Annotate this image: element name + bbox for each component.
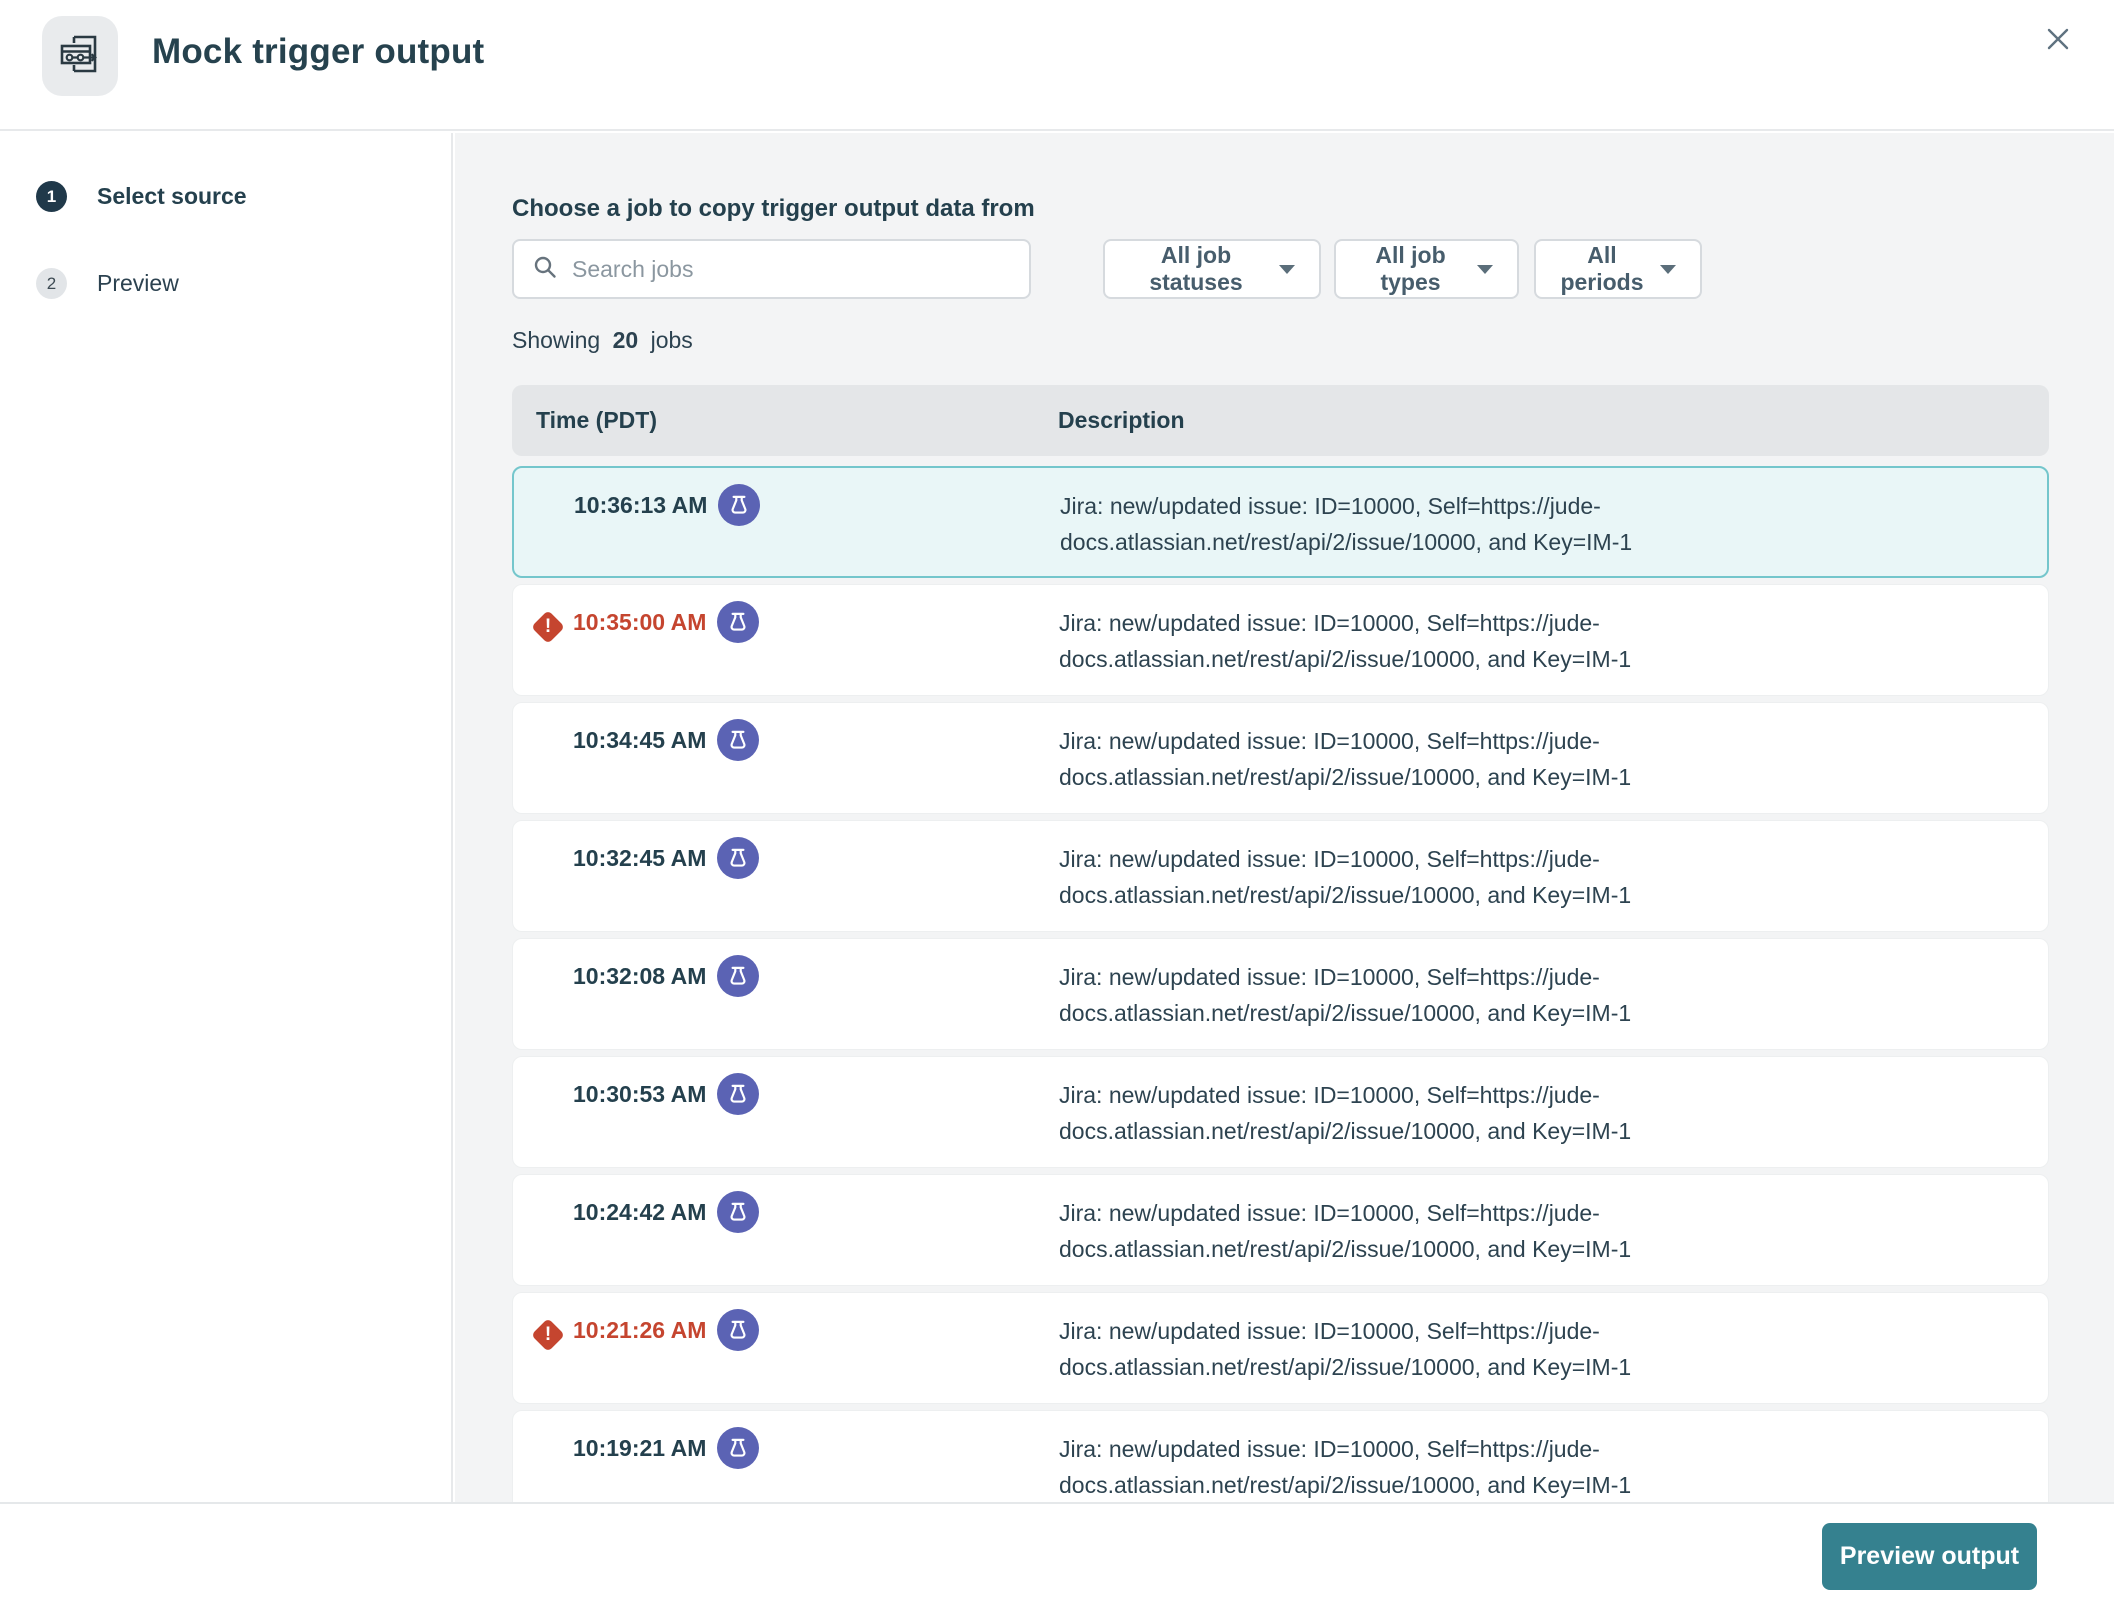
job-time: 10:35:00 AM <box>573 609 707 635</box>
page-title: Mock trigger output <box>152 32 485 71</box>
dialog-footer: Preview output <box>0 1502 2114 1608</box>
job-row[interactable]: 10:19:21 AM Jira: new/updated issue: ID=1… <box>512 1410 2049 1502</box>
job-description: Jira: new/updated issue: ID=10000, Self=… <box>1059 728 1632 790</box>
job-row[interactable]: 10:32:45 AM Jira: new/updated issue: ID=1… <box>512 820 2049 932</box>
table-header: Time (PDT) Description <box>512 385 2049 456</box>
warning-diamond-icon: ! <box>531 1318 565 1352</box>
warning-diamond-icon: ! <box>531 610 565 644</box>
job-description: Jira: new/updated issue: ID=10000, Self=… <box>1059 1436 1632 1498</box>
flask-icon <box>717 1427 759 1469</box>
results-count-number: 20 <box>612 327 639 353</box>
job-row[interactable]: 10:24:42 AM Jira: new/updated issue: ID=1… <box>512 1174 2049 1286</box>
sidebar-step-preview[interactable]: 2 Preview <box>36 268 179 299</box>
job-description: Jira: new/updated issue: ID=10000, Self=… <box>1059 964 1632 1026</box>
job-row[interactable]: ! 10:21:26 AM Jira: new/updated issue: ID=… <box>512 1292 2049 1404</box>
job-row[interactable]: 10:34:45 AM Jira: new/updated issue: ID=1… <box>512 702 2049 814</box>
flask-icon <box>717 601 759 643</box>
job-description: Jira: new/updated issue: ID=10000, Self=… <box>1059 1318 1632 1380</box>
dropdown-label: All periods <box>1560 242 1644 295</box>
job-time: 10:32:45 AM <box>573 845 707 871</box>
job-types-dropdown[interactable]: All job types <box>1334 239 1519 299</box>
job-time: 10:32:08 AM <box>573 963 707 989</box>
job-time: 10:24:42 AM <box>573 1199 707 1225</box>
caret-down-icon <box>1279 264 1295 274</box>
section-heading: Choose a job to copy trigger output data… <box>512 195 1035 222</box>
job-description: Jira: new/updated issue: ID=10000, Self=… <box>1059 846 1632 908</box>
job-statuses-dropdown[interactable]: All job statuses <box>1103 239 1321 299</box>
results-count: Showing 20 jobs <box>512 327 693 354</box>
sidebar-step-select-source[interactable]: 1 Select source <box>36 181 247 212</box>
column-header-description: Description <box>1058 407 1185 433</box>
job-time: 10:36:13 AM <box>574 492 708 518</box>
search-icon <box>532 254 558 285</box>
steps-sidebar: 1 Select source 2 Preview <box>0 133 453 1502</box>
job-description: Jira: new/updated issue: ID=10000, Self=… <box>1060 493 1633 555</box>
job-row[interactable]: 10:32:08 AM Jira: new/updated issue: ID=1… <box>512 938 2049 1050</box>
main-panel: Choose a job to copy trigger output data… <box>455 133 2114 1502</box>
job-rows: 10:36:13 AM Jira: new/updated issue: ID=1… <box>512 466 2049 1502</box>
flask-icon <box>717 1309 759 1351</box>
close-icon <box>2041 22 2075 59</box>
flask-icon <box>718 484 760 526</box>
dialog-header: Mock trigger output <box>0 0 2114 131</box>
job-time: 10:30:53 AM <box>573 1081 707 1107</box>
job-description: Jira: new/updated issue: ID=10000, Self=… <box>1059 1082 1632 1144</box>
dropdown-label: All job types <box>1375 242 1446 295</box>
job-time: 10:19:21 AM <box>573 1435 707 1461</box>
flask-icon <box>717 1073 759 1115</box>
step-label: Select source <box>97 183 247 209</box>
caret-down-icon <box>1477 264 1493 274</box>
job-row[interactable]: 10:36:13 AM Jira: new/updated issue: ID=1… <box>512 466 2049 578</box>
flask-icon <box>717 1191 759 1233</box>
job-time: 10:34:45 AM <box>573 727 707 753</box>
search-box[interactable] <box>512 239 1031 299</box>
job-row[interactable]: ! 10:35:00 AM Jira: new/updated issue: ID=… <box>512 584 2049 696</box>
job-description: Jira: new/updated issue: ID=10000, Self=… <box>1059 1200 1632 1262</box>
search-input[interactable] <box>572 255 1011 283</box>
job-description: Jira: new/updated issue: ID=10000, Self=… <box>1059 610 1632 672</box>
step-number-badge: 2 <box>36 268 67 299</box>
app-icon-tile <box>42 16 118 96</box>
flask-icon <box>717 837 759 879</box>
job-row[interactable]: 10:30:53 AM Jira: new/updated issue: ID=1… <box>512 1056 2049 1168</box>
close-button[interactable] <box>2032 14 2084 66</box>
caret-down-icon <box>1660 264 1676 274</box>
results-count-prefix: Showing <box>512 327 601 353</box>
periods-dropdown[interactable]: All periods <box>1534 239 1702 299</box>
flask-icon <box>717 955 759 997</box>
column-header-time: Time (PDT) <box>536 407 657 433</box>
dropdown-label: All job statuses <box>1149 242 1243 295</box>
preview-output-button[interactable]: Preview output <box>1822 1523 2037 1590</box>
flask-icon <box>717 719 759 761</box>
job-time: 10:21:26 AM <box>573 1317 707 1343</box>
mock-output-icon <box>55 28 105 85</box>
results-count-suffix: jobs <box>650 327 693 353</box>
step-number-badge: 1 <box>36 181 67 212</box>
step-label: Preview <box>97 270 179 296</box>
